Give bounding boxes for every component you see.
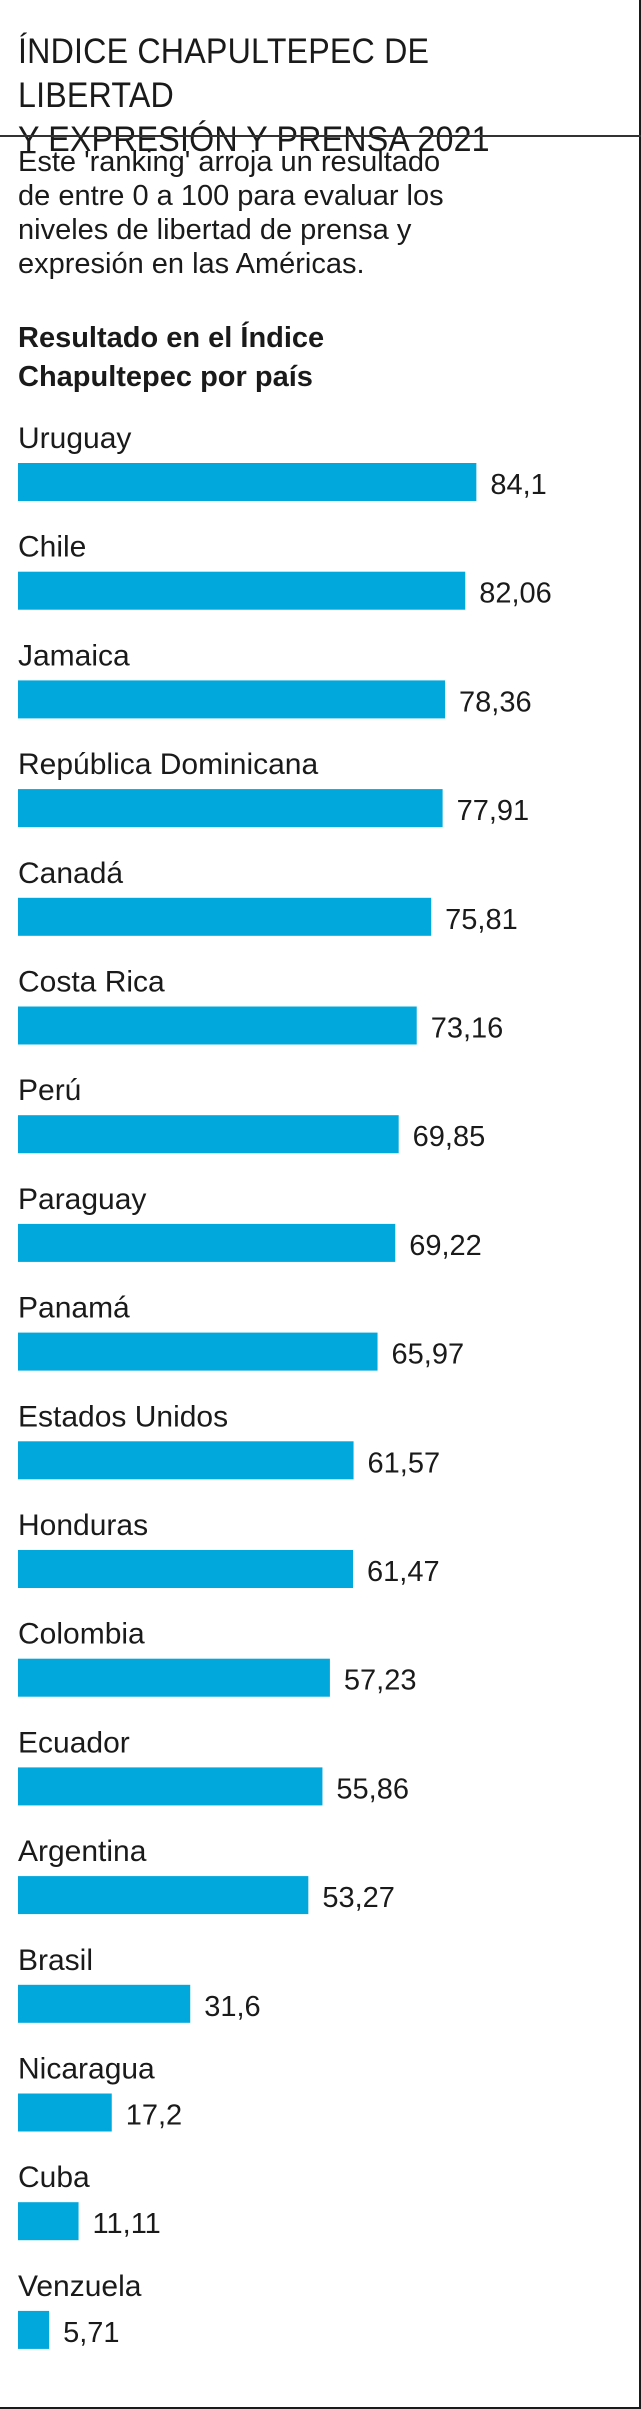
bar-nicaragua [18, 2093, 112, 2132]
bar-colombia [18, 1658, 330, 1697]
value-label-estados-unidos: 61,57 [368, 1447, 441, 1479]
bar-brasil [18, 1984, 191, 2023]
value-label-colombia: 57,23 [344, 1665, 417, 1697]
bar-venzuela [18, 2310, 50, 2349]
bar-canada [18, 897, 432, 936]
category-label-paraguay: Paraguay [18, 1183, 146, 1216]
value-label-ecuador: 55,86 [336, 1773, 409, 1805]
category-label-peru: Perú [18, 1074, 81, 1107]
value-label-peru: 69,85 [413, 1121, 486, 1153]
bar-paraguay [18, 1223, 396, 1262]
category-label-brasil: Brasil [18, 1944, 93, 1977]
bar-chile [18, 571, 466, 610]
category-label-canada: Canadá [18, 857, 123, 890]
category-label-colombia: Colombia [18, 1618, 145, 1651]
category-label-republica-dominicana: República Dominicana [18, 748, 318, 781]
description-text: Este 'ranking' arroja un resultado de en… [18, 146, 444, 280]
category-label-panama: Panamá [18, 1292, 130, 1325]
bar-ecuador [18, 1767, 323, 1806]
category-label-estados-unidos: Estados Unidos [18, 1400, 228, 1433]
value-label-uruguay: 84,1 [490, 469, 546, 501]
category-label-chile: Chile [18, 531, 86, 564]
bar-estados-unidos [18, 1441, 354, 1480]
value-label-cuba: 11,11 [93, 2208, 161, 2240]
category-label-cuba: Cuba [18, 2161, 90, 2194]
value-label-argentina: 53,27 [322, 1882, 395, 1914]
category-label-honduras: Honduras [18, 1509, 148, 1542]
bar-peru [18, 1115, 399, 1154]
category-label-venzuela: Venzuela [18, 2270, 142, 2303]
category-label-costa-rica: Costa Rica [18, 966, 165, 999]
value-label-honduras: 61,47 [367, 1556, 440, 1588]
bar-jamaica [18, 680, 446, 719]
category-label-jamaica: Jamaica [18, 639, 130, 672]
value-label-paraguay: 69,22 [409, 1230, 482, 1262]
value-label-venzuela: 5,71 [63, 2317, 119, 2349]
title-divider [0, 135, 641, 137]
value-label-nicaragua: 17,2 [126, 2100, 182, 2132]
bar-argentina [18, 1876, 309, 1915]
bar-cuba [18, 2202, 79, 2241]
bar-uruguay [18, 463, 477, 501]
bar-republica-dominicana [18, 789, 443, 828]
value-label-canada: 75,81 [445, 904, 518, 936]
chart-title: Resultado en el Índice Chapultepec por p… [18, 322, 325, 393]
category-label-ecuador: Ecuador [18, 1726, 130, 1759]
bar-panama [18, 1332, 378, 1371]
bar-honduras [18, 1550, 354, 1588]
value-label-jamaica: 78,36 [459, 686, 532, 718]
value-label-panama: 65,97 [392, 1339, 465, 1371]
bar-costa-rica [18, 1006, 417, 1045]
value-label-brasil: 31,6 [204, 1991, 260, 2023]
category-label-uruguay: Uruguay [18, 422, 131, 455]
value-label-republica-dominicana: 77,91 [457, 795, 530, 827]
page-title: ÍNDICE CHAPULTEPEC DE LIBERTAD Y EXPRESI… [18, 32, 490, 159]
value-label-costa-rica: 73,16 [431, 1013, 504, 1045]
category-label-argentina: Argentina [18, 1835, 147, 1868]
category-label-nicaragua: Nicaragua [18, 2053, 155, 2086]
value-label-chile: 82,06 [479, 578, 552, 610]
